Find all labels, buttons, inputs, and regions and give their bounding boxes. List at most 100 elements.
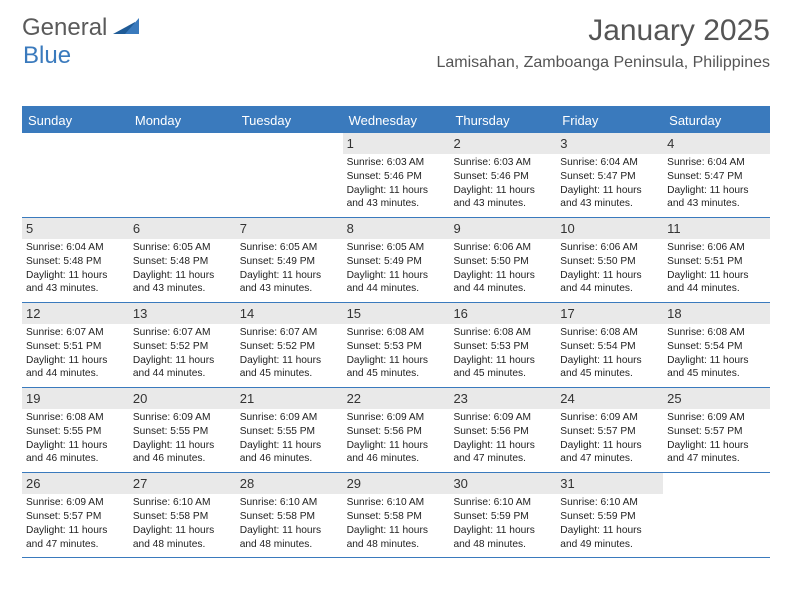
- week-row: 1Sunrise: 6:03 AMSunset: 5:46 PMDaylight…: [22, 133, 770, 218]
- brand-mark-icon: [113, 16, 139, 41]
- calendar-cell: 16 Sunrise: 6:08 AMSunset: 5:53 PMDayligh…: [449, 303, 556, 387]
- daylight-text: Daylight: 11 hours and 47 minutes.: [26, 524, 125, 552]
- daylight-text: Daylight: 11 hours and 45 minutes.: [453, 354, 552, 382]
- day-details: Sunrise: 6:09 AMSunset: 5:57 PMDaylight:…: [560, 411, 659, 466]
- daylight-text: Daylight: 11 hours and 43 minutes.: [133, 269, 232, 297]
- daylight-text: Daylight: 11 hours and 43 minutes.: [667, 184, 766, 212]
- daylight-text: Daylight: 11 hours and 46 minutes.: [240, 439, 339, 467]
- sunrise-text: Sunrise: 6:06 AM: [560, 241, 659, 255]
- sunrise-text: Sunrise: 6:04 AM: [667, 156, 766, 170]
- calendar-cell-blank: [236, 133, 343, 217]
- day-number: 26: [22, 473, 129, 494]
- sunrise-text: Sunrise: 6:09 AM: [453, 411, 552, 425]
- month-title: January 2025: [436, 14, 770, 48]
- calendar-cell: 30Sunrise: 6:10 AMSunset: 5:59 PMDayligh…: [449, 473, 556, 557]
- sunset-text: Sunset: 5:53 PM: [453, 340, 552, 354]
- day-number: [129, 133, 236, 154]
- sunset-text: Sunset: 5:50 PM: [453, 255, 552, 269]
- daylight-text: Daylight: 11 hours and 48 minutes.: [453, 524, 552, 552]
- calendar-cell: 25Sunrise: 6:09 AMSunset: 5:57 PMDayligh…: [663, 388, 770, 472]
- sunrise-text: Sunrise: 6:05 AM: [347, 241, 446, 255]
- day-header: Friday: [556, 108, 663, 133]
- calendar-cell: 12Sunrise: 6:07 AMSunset: 5:51 PMDayligh…: [22, 303, 129, 387]
- day-number: 24: [556, 388, 663, 409]
- sunset-text: Sunset: 5:52 PM: [240, 340, 339, 354]
- sunset-text: Sunset: 5:47 PM: [560, 170, 659, 184]
- sunset-text: Sunset: 5:58 PM: [240, 510, 339, 524]
- daylight-text: Daylight: 11 hours and 43 minutes.: [453, 184, 552, 212]
- day-number: 1: [343, 133, 450, 154]
- daylight-text: Daylight: 11 hours and 48 minutes.: [240, 524, 339, 552]
- day-details: Sunrise: 6:08 AMSunset: 5:55 PMDaylight:…: [26, 411, 125, 466]
- calendar-cell: 24Sunrise: 6:09 AMSunset: 5:57 PMDayligh…: [556, 388, 663, 472]
- sunrise-text: Sunrise: 6:10 AM: [453, 496, 552, 510]
- day-number: 17: [556, 303, 663, 324]
- sunrise-text: Sunrise: 6:09 AM: [26, 496, 125, 510]
- sunset-text: Sunset: 5:48 PM: [133, 255, 232, 269]
- sunset-text: Sunset: 5:48 PM: [26, 255, 125, 269]
- calendar-cell: 15Sunrise: 6:08 AMSunset: 5:53 PMDayligh…: [343, 303, 450, 387]
- day-details: Sunrise: 6:06 AMSunset: 5:50 PMDaylight:…: [453, 241, 552, 296]
- sunrise-text: Sunrise: 6:10 AM: [347, 496, 446, 510]
- calendar-cell: 14Sunrise: 6:07 AMSunset: 5:52 PMDayligh…: [236, 303, 343, 387]
- day-number: 7: [236, 218, 343, 239]
- sunset-text: Sunset: 5:49 PM: [240, 255, 339, 269]
- daylight-text: Daylight: 11 hours and 45 minutes.: [240, 354, 339, 382]
- day-number: 31: [556, 473, 663, 494]
- day-number: 2: [449, 133, 556, 154]
- sunset-text: Sunset: 5:58 PM: [133, 510, 232, 524]
- sunrise-text: Sunrise: 6:08 AM: [453, 326, 552, 340]
- day-header: Wednesday: [343, 108, 450, 133]
- day-number: 11: [663, 218, 770, 239]
- day-details: Sunrise: 6:08 AMSunset: 5:54 PMDaylight:…: [560, 326, 659, 381]
- sunset-text: Sunset: 5:47 PM: [667, 170, 766, 184]
- daylight-text: Daylight: 11 hours and 46 minutes.: [26, 439, 125, 467]
- sunrise-text: Sunrise: 6:06 AM: [667, 241, 766, 255]
- day-number: 28: [236, 473, 343, 494]
- calendar-cell-blank: [22, 133, 129, 217]
- sunset-text: Sunset: 5:55 PM: [26, 425, 125, 439]
- sunrise-text: Sunrise: 6:09 AM: [667, 411, 766, 425]
- day-details: Sunrise: 6:03 AMSunset: 5:46 PMDaylight:…: [347, 156, 446, 211]
- sunrise-text: Sunrise: 6:09 AM: [240, 411, 339, 425]
- day-details: Sunrise: 6:05 AMSunset: 5:48 PMDaylight:…: [133, 241, 232, 296]
- daylight-text: Daylight: 11 hours and 44 minutes.: [133, 354, 232, 382]
- daylight-text: Daylight: 11 hours and 48 minutes.: [347, 524, 446, 552]
- day-details: Sunrise: 6:04 AMSunset: 5:47 PMDaylight:…: [667, 156, 766, 211]
- header: General January 2025 Lamisahan, Zamboang…: [22, 14, 770, 72]
- day-details: Sunrise: 6:04 AMSunset: 5:48 PMDaylight:…: [26, 241, 125, 296]
- calendar-cell-blank: [663, 473, 770, 557]
- day-number: 16: [449, 303, 556, 324]
- sunset-text: Sunset: 5:50 PM: [560, 255, 659, 269]
- sunset-text: Sunset: 5:55 PM: [240, 425, 339, 439]
- sunrise-text: Sunrise: 6:08 AM: [347, 326, 446, 340]
- daylight-text: Daylight: 11 hours and 45 minutes.: [667, 354, 766, 382]
- sunrise-text: Sunrise: 6:09 AM: [347, 411, 446, 425]
- day-details: Sunrise: 6:10 AMSunset: 5:59 PMDaylight:…: [453, 496, 552, 551]
- day-details: Sunrise: 6:10 AMSunset: 5:58 PMDaylight:…: [347, 496, 446, 551]
- brand-logo: General: [22, 14, 141, 42]
- day-header: Thursday: [449, 108, 556, 133]
- sunrise-text: Sunrise: 6:06 AM: [453, 241, 552, 255]
- calendar-cell: 9Sunrise: 6:06 AMSunset: 5:50 PMDaylight…: [449, 218, 556, 302]
- header-right: January 2025 Lamisahan, Zamboanga Penins…: [436, 14, 770, 72]
- day-details: Sunrise: 6:07 AMSunset: 5:52 PMDaylight:…: [133, 326, 232, 381]
- day-details: Sunrise: 6:07 AMSunset: 5:51 PMDaylight:…: [26, 326, 125, 381]
- week-row: 5Sunrise: 6:04 AMSunset: 5:48 PMDaylight…: [22, 218, 770, 303]
- calendar-cell: 31Sunrise: 6:10 AMSunset: 5:59 PMDayligh…: [556, 473, 663, 557]
- day-details: Sunrise: 6:09 AMSunset: 5:57 PMDaylight:…: [26, 496, 125, 551]
- sunrise-text: Sunrise: 6:10 AM: [240, 496, 339, 510]
- day-number: [236, 133, 343, 154]
- sunrise-text: Sunrise: 6:05 AM: [133, 241, 232, 255]
- day-number: 12: [22, 303, 129, 324]
- calendar-cell: 10Sunrise: 6:06 AMSunset: 5:50 PMDayligh…: [556, 218, 663, 302]
- calendar-cell: 28 Sunrise: 6:10 AMSunset: 5:58 PMDayligh…: [236, 473, 343, 557]
- daylight-text: Daylight: 11 hours and 44 minutes.: [667, 269, 766, 297]
- sunrise-text: Sunrise: 6:03 AM: [347, 156, 446, 170]
- day-details: Sunrise: 6:09 AMSunset: 5:56 PMDaylight:…: [347, 411, 446, 466]
- sunset-text: Sunset: 5:56 PM: [347, 425, 446, 439]
- daylight-text: Daylight: 11 hours and 49 minutes.: [560, 524, 659, 552]
- day-details: Sunrise: 6:06 AMSunset: 5:50 PMDaylight:…: [560, 241, 659, 296]
- sunset-text: Sunset: 5:49 PM: [347, 255, 446, 269]
- day-number: 20: [129, 388, 236, 409]
